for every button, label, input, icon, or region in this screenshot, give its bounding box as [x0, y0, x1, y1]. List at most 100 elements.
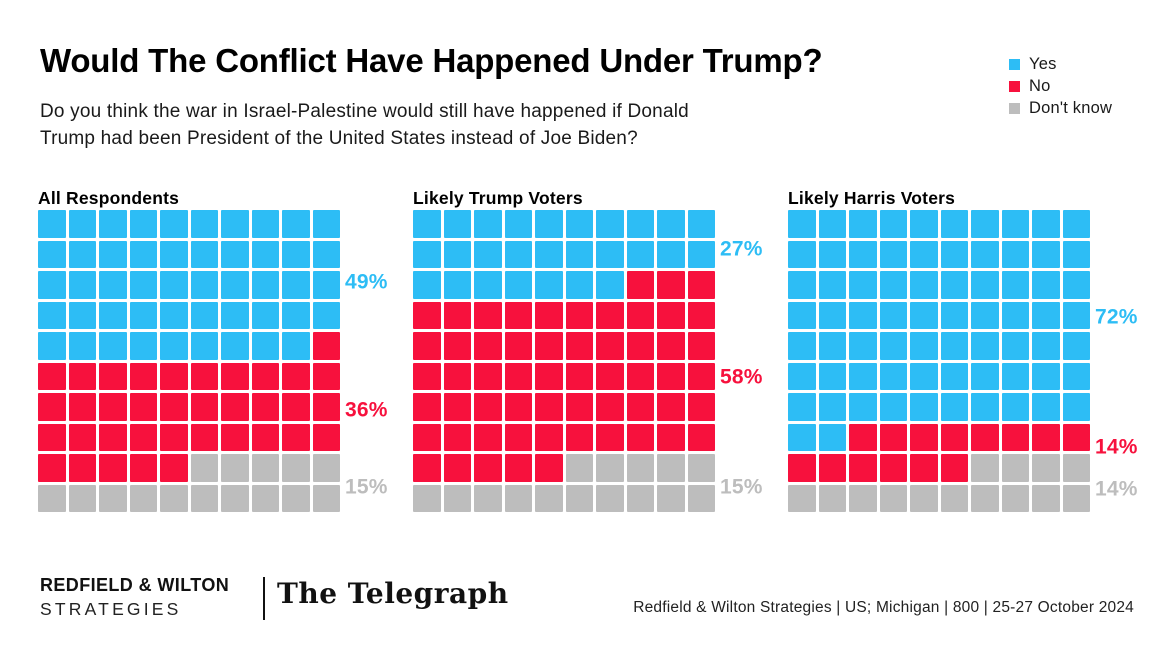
waffle-cell-no	[160, 454, 188, 482]
waffle-cell-no	[879, 423, 907, 451]
chart-group-title: Likely Trump Voters	[413, 188, 583, 208]
waffle-cell-no	[657, 332, 685, 360]
waffle-cell-yes	[282, 332, 310, 360]
waffle-cell-no	[129, 423, 157, 451]
waffle-cell-yes	[160, 301, 188, 329]
waffle-cell-yes	[818, 362, 846, 390]
subtitle-line-1: Do you think the war in Israel-Palestine…	[40, 101, 689, 122]
legend-swatch-yes	[1009, 58, 1020, 70]
waffle-cell-yes	[596, 210, 624, 238]
waffle-cell-yes	[504, 271, 532, 299]
waffle-cell-no	[413, 362, 441, 390]
waffle-cell-yes	[910, 271, 938, 299]
waffle-cell-yes	[190, 210, 218, 238]
waffle-cell-no	[474, 393, 502, 421]
waffle-cell-no	[129, 454, 157, 482]
waffle-cell-yes	[971, 301, 999, 329]
waffle-cell-yes	[160, 210, 188, 238]
waffle-cell-no	[1032, 423, 1060, 451]
waffle-cell-don-t-know	[221, 454, 249, 482]
subtitle-line-2: Trump had been President of the United S…	[40, 128, 638, 149]
waffle-cell-yes	[788, 362, 816, 390]
waffle-cell-yes	[129, 301, 157, 329]
waffle-cell-don-t-know	[190, 484, 218, 512]
chart-group-likely-harris-voters: Likely Harris Voters 72% 14% 14%	[788, 188, 1160, 518]
chart-group-all-respondents: All Respondents 49% 36% 15%	[38, 188, 410, 518]
waffle-cell-no	[282, 423, 310, 451]
waffle-cell-don-t-know	[504, 484, 532, 512]
waffle-cell-don-t-know	[910, 484, 938, 512]
logo-divider	[263, 577, 265, 620]
waffle-cell-yes	[251, 210, 279, 238]
waffle-cell-yes	[596, 240, 624, 268]
waffle-cell-yes	[849, 271, 877, 299]
waffle-cell-yes	[657, 240, 685, 268]
waffle-cell-yes	[1001, 271, 1029, 299]
waffle-cell-don-t-know	[1062, 484, 1090, 512]
waffle-cell-no	[443, 362, 471, 390]
segment-label-don-t-know: 14%	[1095, 477, 1138, 501]
waffle-cell-no	[99, 454, 127, 482]
waffle-cell-no	[626, 393, 654, 421]
segment-label-no: 14%	[1095, 434, 1138, 458]
waffle-cell-no	[160, 393, 188, 421]
redfield-wilton-logo: REDFIELD & WILTON STRATEGIES	[40, 575, 229, 620]
waffle-cell-yes	[849, 393, 877, 421]
waffle-cell-don-t-know	[443, 484, 471, 512]
legend-item-yes: Yes	[1009, 53, 1112, 75]
waffle-cell-no	[443, 393, 471, 421]
waffle-cell-yes	[38, 240, 66, 268]
waffle-cell-yes	[971, 271, 999, 299]
waffle-cell-yes	[413, 210, 441, 238]
waffle-cell-yes	[535, 210, 563, 238]
waffle-cell-yes	[879, 393, 907, 421]
waffle-cell-no	[504, 393, 532, 421]
waffle-cell-yes	[129, 240, 157, 268]
waffle-cell-don-t-know	[312, 484, 340, 512]
waffle-cell-yes	[68, 332, 96, 360]
waffle-cell-no	[251, 362, 279, 390]
waffle-cell-don-t-know	[38, 484, 66, 512]
waffle-cell-no	[596, 301, 624, 329]
waffle-cell-yes	[940, 393, 968, 421]
waffle-cell-no	[565, 301, 593, 329]
waffle-cell-yes	[910, 301, 938, 329]
waffle-cell-don-t-know	[282, 454, 310, 482]
waffle-cell-yes	[504, 210, 532, 238]
waffle-cell-yes	[849, 362, 877, 390]
waffle-cell-no	[99, 362, 127, 390]
waffle-cell-yes	[1001, 332, 1029, 360]
waffle-cell-no	[504, 454, 532, 482]
waffle-cell-yes	[1001, 210, 1029, 238]
legend-item-no: No	[1009, 75, 1112, 97]
waffle-cell-yes	[129, 210, 157, 238]
waffle-cell-yes	[474, 210, 502, 238]
waffle-cell-yes	[788, 210, 816, 238]
waffle-cell-don-t-know	[818, 484, 846, 512]
waffle-cell-yes	[788, 423, 816, 451]
waffle-cell-no	[504, 332, 532, 360]
waffle-cell-yes	[413, 271, 441, 299]
waffle-cell-yes	[879, 240, 907, 268]
waffle-cell-yes	[940, 301, 968, 329]
waffle-cell-yes	[221, 240, 249, 268]
waffle-cell-no	[413, 301, 441, 329]
waffle-cell-yes	[940, 240, 968, 268]
waffle-cell-no	[687, 271, 715, 299]
waffle-cell-no	[38, 362, 66, 390]
waffle-cell-yes	[971, 210, 999, 238]
waffle-cell-don-t-know	[160, 484, 188, 512]
waffle-cell-yes	[971, 332, 999, 360]
telegraph-logo: The Telegraph	[277, 577, 509, 610]
waffle-cell-yes	[971, 240, 999, 268]
waffle-cell-no	[99, 393, 127, 421]
waffle-cell-don-t-know	[849, 484, 877, 512]
waffle-cell-no	[565, 362, 593, 390]
waffle-charts: All Respondents 49% 36% 15% Likely Trump Vot…	[0, 188, 1170, 518]
waffle-cell-yes	[687, 210, 715, 238]
waffle-cell-don-t-know	[971, 484, 999, 512]
waffle-cell-no	[68, 454, 96, 482]
waffle-cell-no	[879, 454, 907, 482]
legend-swatch-don-t-know	[1009, 102, 1020, 114]
waffle-cell-yes	[1032, 393, 1060, 421]
